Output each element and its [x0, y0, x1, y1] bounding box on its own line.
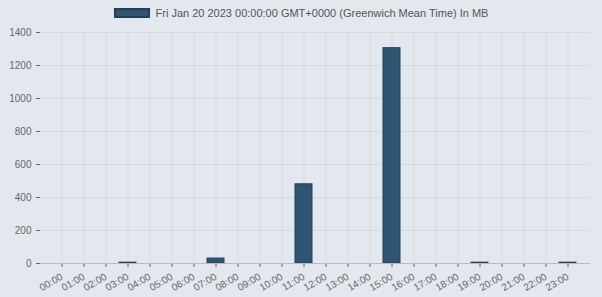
svg-text:600: 600 — [15, 159, 32, 170]
svg-text:17:00: 17:00 — [411, 270, 439, 293]
svg-text:1000: 1000 — [9, 93, 32, 104]
svg-text:11:00: 11:00 — [280, 270, 307, 293]
svg-text:05:00: 05:00 — [147, 270, 175, 293]
svg-text:19:00: 19:00 — [455, 270, 483, 293]
svg-text:14:00: 14:00 — [345, 270, 373, 293]
svg-text:03:00: 03:00 — [103, 270, 131, 293]
svg-text:200: 200 — [15, 225, 32, 236]
svg-text:800: 800 — [15, 126, 32, 137]
svg-text:04:00: 04:00 — [125, 270, 153, 293]
svg-text:09:00: 09:00 — [235, 270, 263, 293]
svg-text:08:00: 08:00 — [213, 270, 241, 293]
svg-text:1400: 1400 — [9, 27, 32, 38]
svg-text:16:00: 16:00 — [389, 270, 417, 293]
svg-text:06:00: 06:00 — [169, 270, 197, 293]
svg-text:12:00: 12:00 — [301, 270, 329, 293]
svg-text:01:00: 01:00 — [59, 270, 87, 293]
svg-text:13:00: 13:00 — [323, 270, 351, 293]
svg-text:21:00: 21:00 — [499, 270, 527, 293]
svg-text:400: 400 — [15, 192, 32, 203]
svg-text:00:00: 00:00 — [37, 270, 65, 293]
svg-text:22:00: 22:00 — [521, 270, 549, 293]
svg-text:23:00: 23:00 — [543, 271, 571, 293]
svg-text:15:00: 15:00 — [367, 270, 395, 293]
svg-text:1200: 1200 — [9, 60, 32, 71]
svg-text:07:00: 07:00 — [191, 270, 219, 293]
svg-text:20:00: 20:00 — [477, 270, 505, 293]
svg-text:02:00: 02:00 — [81, 270, 109, 293]
svg-text:0: 0 — [26, 258, 32, 269]
svg-text:10:00: 10:00 — [257, 270, 285, 293]
html-text:Fri Jan 20 2023 00:00:00 GMT+0: Fri Jan 20 2023 00:00:00 GMT+0000 (Green… — [155, 7, 489, 19]
svg-text:18:00: 18:00 — [433, 270, 461, 293]
